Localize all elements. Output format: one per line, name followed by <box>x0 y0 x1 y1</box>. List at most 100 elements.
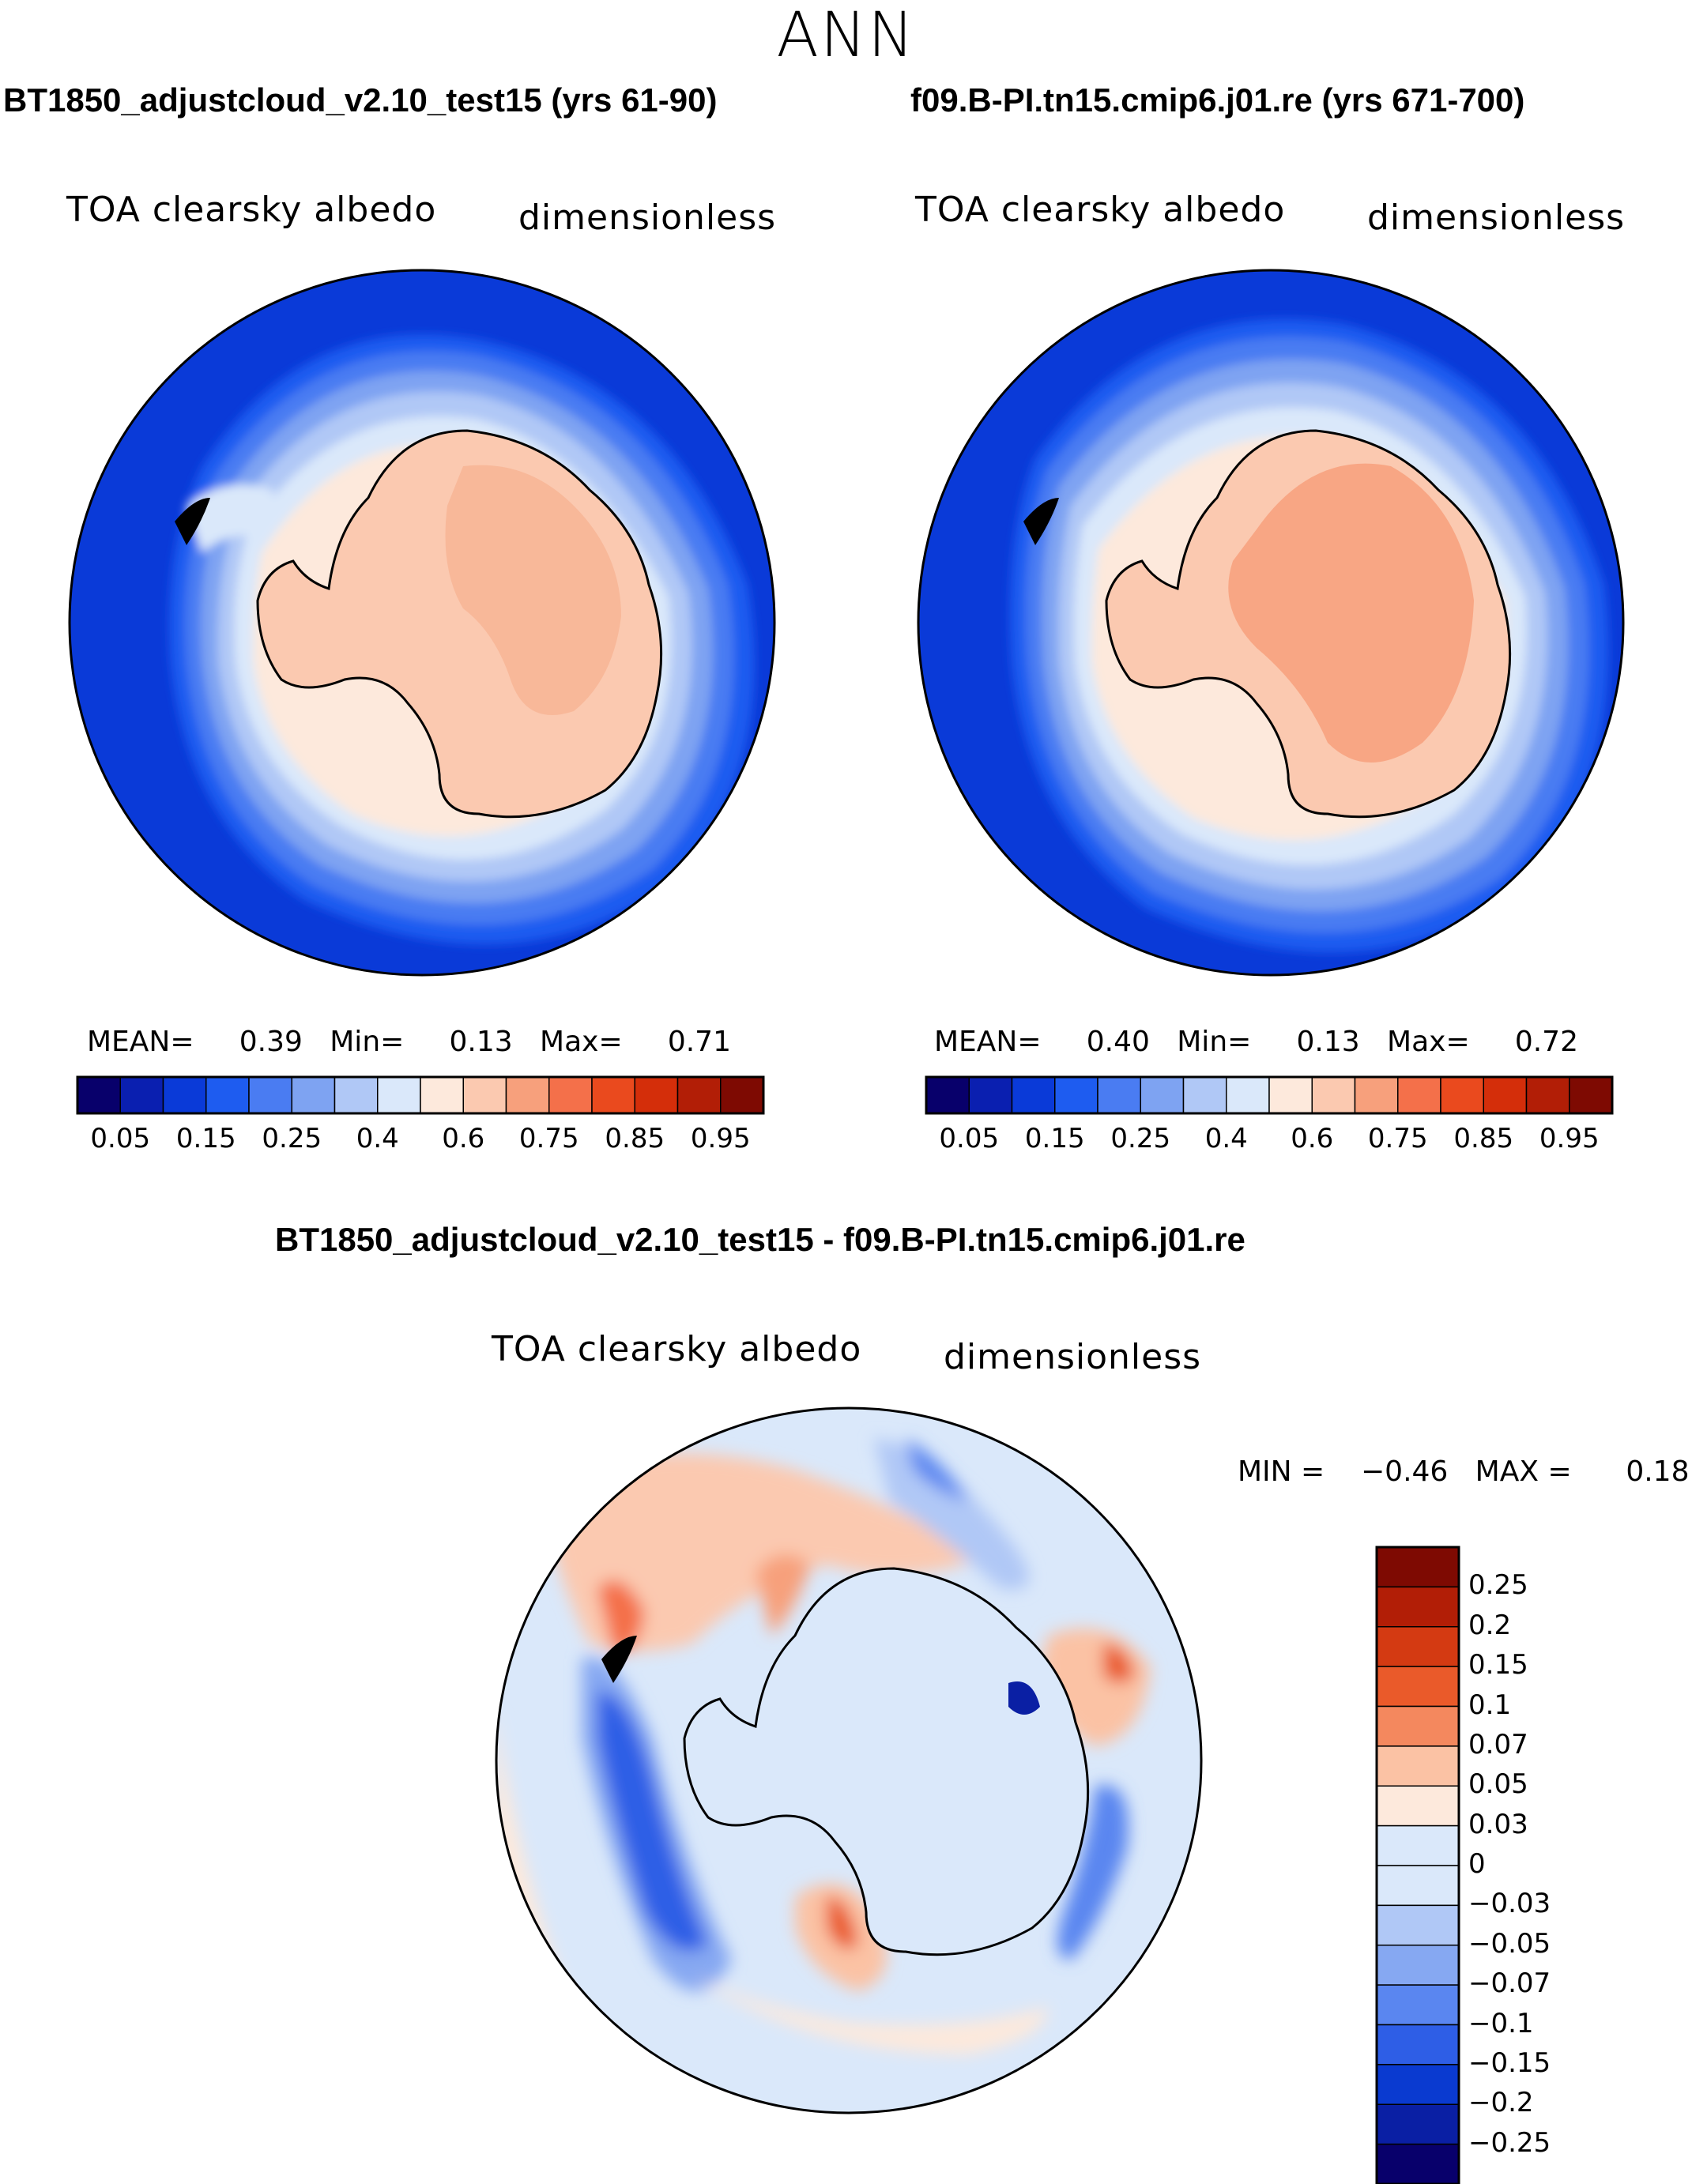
mean-value: 0.39 <box>239 1026 303 1058</box>
colorbar-swatch <box>676 1076 722 1114</box>
colorbar-swatch <box>1376 2103 1460 2145</box>
panel2-units: dimensionless <box>1367 198 1626 238</box>
colorbar-swatch <box>1376 2024 1460 2065</box>
colorbar-tick-label: 0.05 <box>90 1123 151 1154</box>
panel2-map <box>917 269 1625 977</box>
colorbar-swatch <box>1376 1705 1460 1747</box>
colorbar-swatch <box>1097 1076 1141 1114</box>
colorbar-swatch <box>720 1076 764 1114</box>
colorbar-tick-label: 0 <box>1468 1848 1486 1880</box>
colorbar-tick-label: −0.1 <box>1468 2007 1534 2039</box>
panel2-case-title: f09.B-PI.tn15.cmip6.j01.re (yrs 671-700) <box>910 81 1525 119</box>
panel1-variable: TOA clearsky albedo <box>66 190 437 230</box>
colorbar-swatch <box>1376 2064 1460 2105</box>
diff-units: dimensionless <box>944 1337 1202 1377</box>
colorbar-tick-label: −0.25 <box>1468 2126 1551 2159</box>
colorbar-swatch <box>1376 1586 1460 1628</box>
colorbar-swatch <box>420 1076 464 1114</box>
mean-value: 0.40 <box>1086 1026 1150 1058</box>
colorbar-swatch <box>1011 1076 1056 1114</box>
colorbar-tick-label: −0.15 <box>1468 2047 1551 2079</box>
colorbar-tick-label: 0.85 <box>605 1123 665 1154</box>
colorbar-swatch <box>1376 1785 1460 1827</box>
colorbar-swatch <box>1569 1076 1613 1114</box>
colorbar-swatch <box>1140 1076 1185 1114</box>
colorbar-tick-label: 0.6 <box>442 1123 485 1154</box>
panel1-stats: MEAN= 0.39 Min= 0.13 Max= 0.71 <box>87 1026 731 1058</box>
diff-variable: TOA clearsky albedo <box>492 1329 862 1369</box>
min-label: Min= <box>330 1026 405 1058</box>
colorbar-tick-label: 0.2 <box>1468 1609 1512 1641</box>
colorbar-swatch <box>77 1076 121 1114</box>
max-value: 0.72 <box>1514 1026 1578 1058</box>
colorbar-swatch <box>548 1076 593 1114</box>
colorbar-frame <box>76 1075 765 1115</box>
colorbar-swatch <box>462 1076 507 1114</box>
colorbar-tick-label: 0.15 <box>1024 1123 1085 1154</box>
colorbar-swatch <box>1376 1945 1460 1986</box>
max-value: 0.18 <box>1626 1455 1690 1488</box>
colorbar-tick-label: 0.75 <box>518 1123 579 1154</box>
colorbar-tick-label: 0.4 <box>1204 1123 1248 1154</box>
colorbar-tick-label: −0.07 <box>1468 1967 1551 2000</box>
max-value: 0.71 <box>667 1026 731 1058</box>
colorbar-tick-label: 0.15 <box>175 1123 236 1154</box>
colorbar-tick-label: 0.95 <box>690 1123 751 1154</box>
max-label: Max= <box>1387 1026 1470 1058</box>
colorbar-swatch <box>1525 1076 1570 1114</box>
colorbar-swatch <box>248 1076 292 1114</box>
colorbar-swatch <box>162 1076 207 1114</box>
colorbar-swatch <box>505 1076 550 1114</box>
diff-colorbar <box>1375 1546 1460 2184</box>
colorbar-swatch <box>1268 1076 1313 1114</box>
colorbar-swatch <box>1354 1076 1399 1114</box>
panel1-map <box>68 269 776 977</box>
colorbar-swatch <box>1376 1546 1460 1588</box>
colorbar-swatch <box>591 1076 635 1114</box>
min-value: 0.13 <box>449 1026 513 1058</box>
colorbar-tick-label: 0.4 <box>356 1123 399 1154</box>
mean-label: MEAN= <box>87 1026 194 1058</box>
colorbar-tick-label: 0.05 <box>939 1123 1000 1154</box>
panel1-units: dimensionless <box>518 198 777 238</box>
colorbar-swatch <box>1182 1076 1227 1114</box>
colorbar-swatch <box>1054 1076 1098 1114</box>
colorbar-swatch <box>1376 1904 1460 1946</box>
colorbar-swatch <box>1376 1666 1460 1708</box>
colorbar-swatch <box>119 1076 164 1114</box>
season-title: ANN <box>776 0 916 71</box>
colorbar-swatch <box>334 1076 379 1114</box>
colorbar-swatch <box>291 1076 336 1114</box>
colorbar-tick-label: 0.07 <box>1468 1728 1528 1760</box>
colorbar-tick-label: −0.05 <box>1468 1927 1551 1960</box>
colorbar-tick-label: −0.2 <box>1468 2087 1534 2119</box>
colorbar-swatch <box>1226 1076 1270 1114</box>
colorbar-tick-label: 0.95 <box>1539 1123 1600 1154</box>
colorbar-swatch <box>1376 1865 1460 1907</box>
colorbar-swatch <box>1376 2143 1460 2184</box>
colorbar-frame <box>1375 1546 1460 2184</box>
max-label: Max= <box>540 1026 623 1058</box>
diff-title: BT1850_adjustcloud_v2.10_test15 - f09.B-… <box>275 1221 1245 1258</box>
colorbar-tick-label: 0.25 <box>262 1123 322 1154</box>
min-value: 0.13 <box>1296 1026 1360 1058</box>
min-value: −0.46 <box>1361 1455 1449 1488</box>
max-label: MAX = <box>1475 1455 1572 1488</box>
panel1-colorbar <box>76 1075 765 1115</box>
mean-label: MEAN= <box>934 1026 1042 1058</box>
colorbar-swatch <box>1376 1984 1460 2026</box>
colorbar-frame <box>925 1075 1614 1115</box>
colorbar-tick-label: 0.03 <box>1468 1808 1528 1840</box>
diff-stats: MIN = −0.46 MAX = 0.18 <box>1238 1455 1689 1488</box>
panel2-stats: MEAN= 0.40 Min= 0.13 Max= 0.72 <box>934 1026 1578 1058</box>
colorbar-tick-label: −0.03 <box>1468 1888 1551 1920</box>
panel2-colorbar <box>925 1075 1614 1115</box>
colorbar-swatch <box>1376 1626 1460 1667</box>
colorbar-swatch <box>1376 1824 1460 1866</box>
colorbar-tick-label: 0.75 <box>1367 1123 1428 1154</box>
colorbar-tick-label: 0.05 <box>1468 1768 1528 1801</box>
colorbar-swatch <box>1376 1745 1460 1787</box>
colorbar-tick-label: 0.1 <box>1468 1689 1512 1721</box>
colorbar-swatch <box>1311 1076 1356 1114</box>
colorbar-tick-label: 0.25 <box>1110 1123 1171 1154</box>
